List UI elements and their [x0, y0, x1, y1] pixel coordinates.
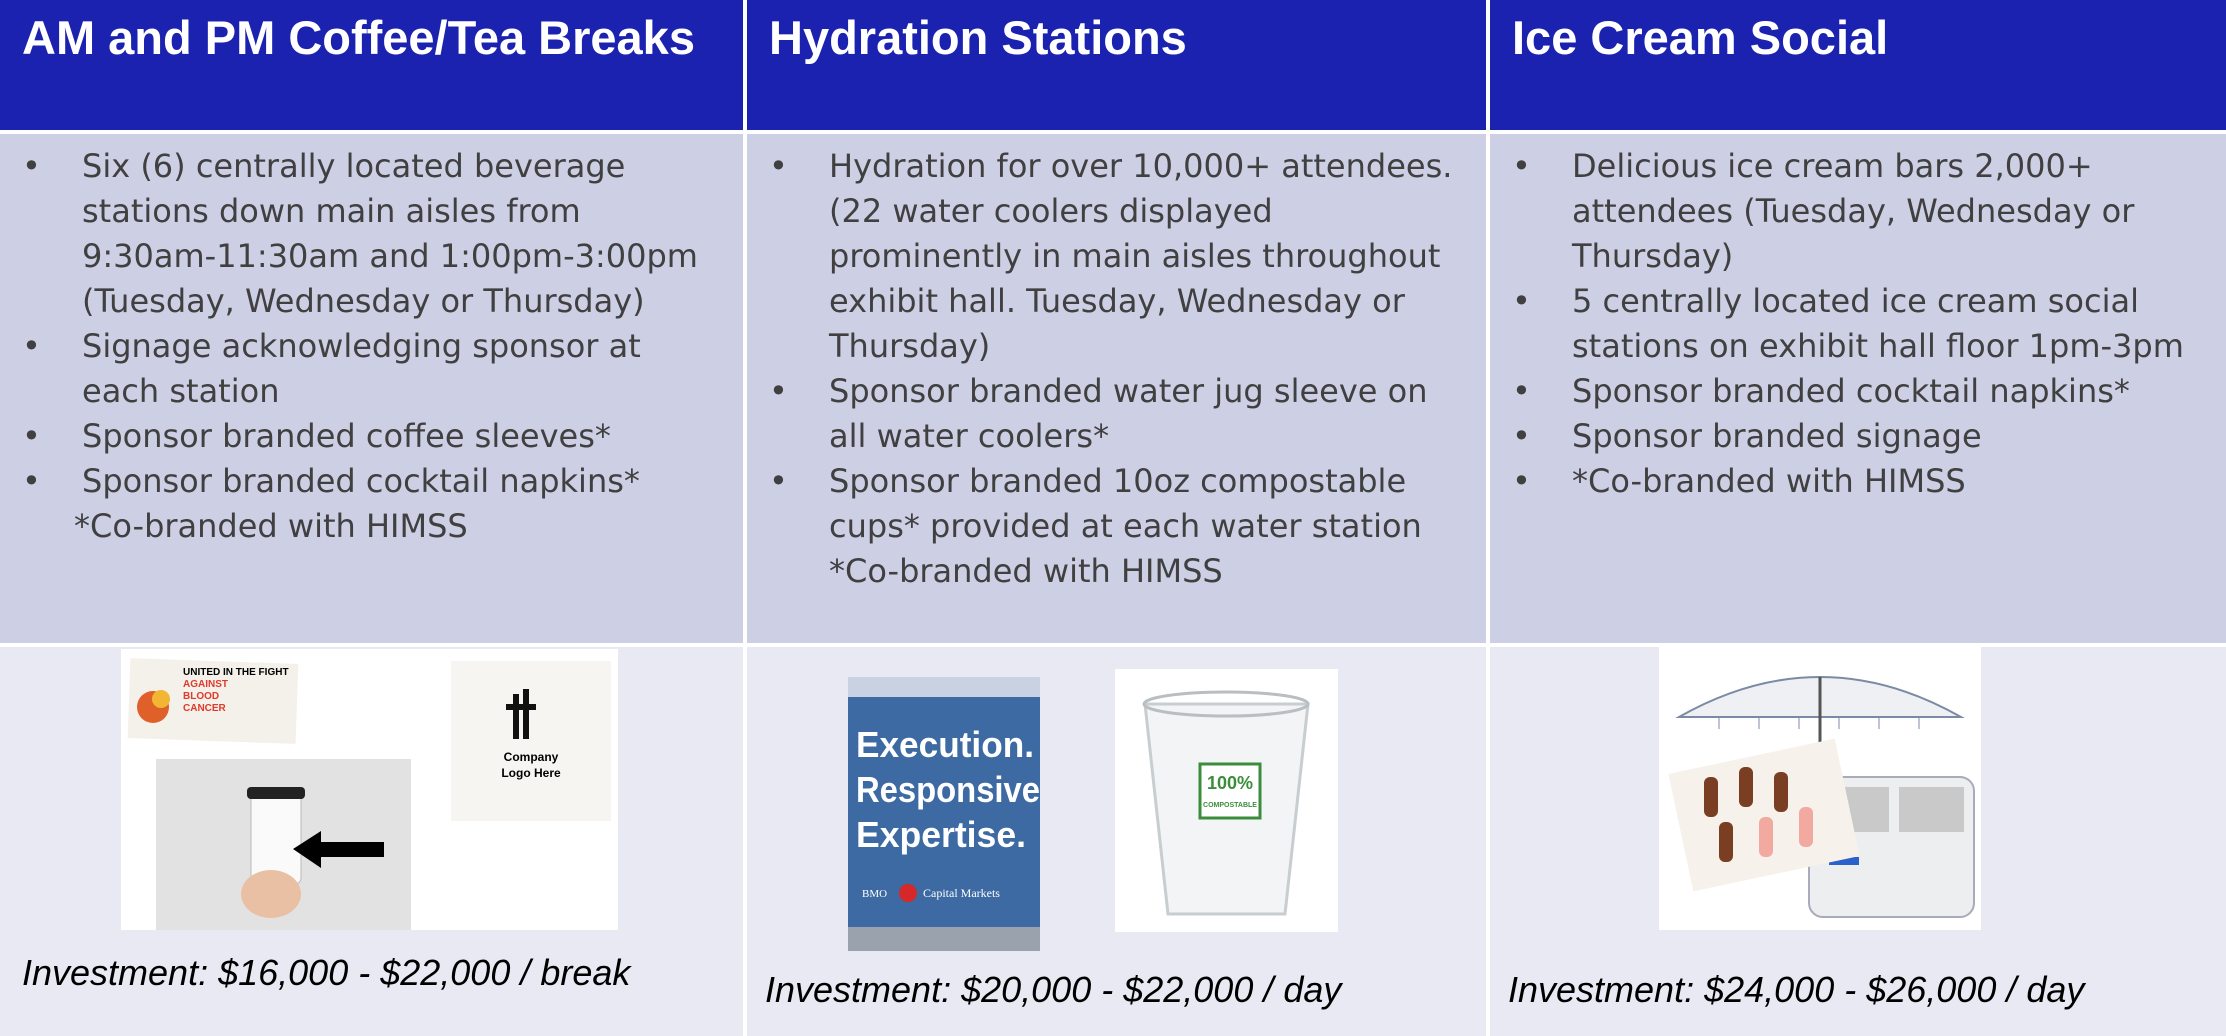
- image-text: UNITED IN THE FIGHT: [183, 667, 289, 678]
- bullet-list: Six (6) centrally located beverage stati…: [22, 144, 725, 504]
- image-text: BMO: [862, 888, 887, 900]
- bullet: Delicious ice cream bars 2,000+ attendee…: [1512, 144, 2208, 279]
- investment: Investment: $16,000 - $22,000 / break: [22, 952, 630, 994]
- bullet-cell: Hydration for over 10,000+ attendees. (2…: [747, 134, 1486, 643]
- bullet-cell: Six (6) centrally located beverage stati…: [0, 134, 743, 643]
- bullet: Sponsor branded coffee sleeves*: [22, 414, 725, 459]
- bullet: Sponsor branded signage: [1512, 414, 2208, 459]
- image-cell: UNITED IN THE FIGHT AGAINST BLOOD CANCER…: [0, 647, 743, 1036]
- image-text: BLOOD: [183, 691, 219, 702]
- bullet-cell: Delicious ice cream bars 2,000+ attendee…: [1490, 134, 2226, 643]
- coffee-image: UNITED IN THE FIGHT AGAINST BLOOD CANCER…: [121, 649, 618, 930]
- column-title: Hydration Stations: [747, 0, 1486, 130]
- jug-image: Execution. Responsive Expertise. BMO Cap…: [848, 677, 1040, 951]
- bullet: Six (6) centrally located beverage stati…: [22, 144, 725, 324]
- note: *Co-branded with HIMSS: [769, 549, 1468, 594]
- investment: Investment: $20,000 - $22,000 / day: [765, 969, 1341, 1011]
- image-text: COMPOSTABLE: [1203, 802, 1257, 809]
- bullet: *Co-branded with HIMSS: [1512, 459, 2208, 504]
- bullet-list: Delicious ice cream bars 2,000+ attendee…: [1512, 144, 2208, 504]
- image-text: AGAINST: [183, 679, 228, 690]
- bullet: Sponsor branded cocktail napkins*: [1512, 369, 2208, 414]
- page: AM and PM Coffee/Tea Breaks Hydration St…: [0, 0, 2226, 1036]
- bullet: Sponsor branded cocktail napkins*: [22, 459, 725, 504]
- bullet-list: Hydration for over 10,000+ attendees. (2…: [769, 144, 1468, 549]
- image-text: Logo Here: [501, 766, 561, 780]
- column-title: Ice Cream Social: [1490, 0, 2226, 130]
- investment: Investment: $24,000 - $26,000 / day: [1508, 969, 2084, 1011]
- bullet: Hydration for over 10,000+ attendees. (2…: [769, 144, 1468, 369]
- image-text: Capital Markets: [923, 886, 1000, 900]
- image-text: CANCER: [183, 703, 227, 714]
- image-text: Company: [504, 750, 559, 764]
- image-text: 100%: [1207, 773, 1253, 793]
- ice-cream-image: [1659, 647, 1981, 930]
- bullet: 5 centrally located ice cream social sta…: [1512, 279, 2208, 369]
- bullet: Signage acknowledging sponsor at each st…: [22, 324, 725, 414]
- image-text: Execution.: [856, 724, 1034, 765]
- image-cell: Investment: $24,000 - $26,000 / day: [1490, 647, 2226, 1036]
- bullet: Sponsor branded water jug sleeve on all …: [769, 369, 1468, 459]
- image-text: Expertise.: [856, 814, 1026, 855]
- note: *Co-branded with HIMSS: [22, 504, 725, 549]
- image-text: Responsive: [856, 769, 1040, 810]
- bullet: Sponsor branded 10oz compostable cups* p…: [769, 459, 1468, 549]
- cup-image: 100% COMPOSTABLE: [1115, 669, 1338, 932]
- column-title: AM and PM Coffee/Tea Breaks: [0, 0, 743, 130]
- image-cell: Execution. Responsive Expertise. BMO Cap…: [747, 647, 1486, 1036]
